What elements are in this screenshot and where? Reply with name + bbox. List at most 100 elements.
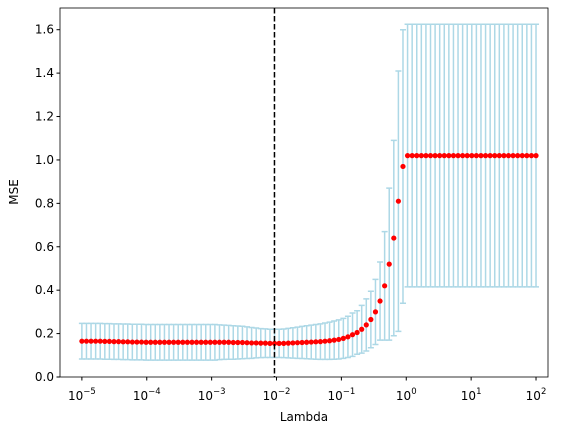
y-tick-label: 1.0 [35, 153, 54, 167]
point [106, 338, 113, 345]
x-tick-exponent: −4 [148, 387, 161, 397]
point [193, 339, 200, 345]
point [455, 153, 461, 159]
point [189, 339, 195, 345]
point [423, 153, 429, 159]
x-tick-exponent: −1 [343, 387, 356, 397]
point [372, 309, 379, 315]
point [152, 339, 158, 345]
point [184, 339, 190, 345]
point [460, 153, 466, 159]
x-tick-label: 10−3 [198, 387, 226, 403]
x-tick-exponent: 0 [411, 387, 416, 397]
point [262, 340, 268, 346]
point [409, 153, 415, 159]
point [93, 338, 99, 344]
point [138, 339, 145, 345]
point [258, 340, 264, 346]
point [299, 339, 305, 346]
y-tick-label: 0.0 [35, 370, 54, 384]
point [336, 336, 342, 343]
y-tick-label: 0.4 [35, 283, 54, 297]
point [111, 339, 117, 345]
point [519, 153, 525, 159]
point [253, 340, 259, 346]
point [359, 326, 365, 332]
x-tick-label: 10−1 [327, 387, 355, 403]
point [340, 335, 346, 341]
point [404, 153, 411, 159]
point [79, 338, 85, 344]
x-tick-base: 10 [396, 389, 411, 403]
point [368, 316, 374, 323]
point [285, 340, 291, 346]
point [505, 153, 512, 159]
y-tick-label: 1.6 [35, 23, 54, 37]
point [171, 339, 177, 345]
plot-frame [59, 7, 549, 378]
point [363, 322, 369, 328]
point [221, 339, 227, 345]
point [207, 339, 213, 345]
point [528, 153, 535, 159]
point [382, 283, 388, 289]
x-tick-base: 10 [327, 389, 342, 403]
point [239, 339, 246, 346]
y-tick-label: 1.2 [35, 110, 54, 124]
point [216, 339, 223, 345]
point [464, 153, 470, 159]
y-tick-label: 0.2 [35, 327, 54, 341]
point [166, 339, 172, 345]
point [533, 153, 539, 159]
point [180, 339, 186, 345]
x-tick-exponent: −2 [278, 387, 291, 397]
point [148, 339, 154, 345]
point [212, 339, 218, 345]
point [125, 339, 131, 345]
point [230, 339, 236, 346]
point [143, 339, 149, 345]
point [349, 332, 356, 338]
point [354, 329, 360, 336]
y-axis-label: MSE [7, 179, 21, 205]
point [115, 339, 122, 345]
point [244, 340, 250, 346]
x-tick-label: 10−4 [133, 387, 161, 403]
point [102, 338, 108, 345]
point [203, 339, 209, 345]
point [496, 153, 502, 159]
x-tick-exponent: −5 [83, 387, 96, 397]
point [304, 339, 310, 345]
x-tick-base: 10 [68, 389, 83, 403]
point [313, 339, 319, 345]
point [418, 153, 424, 159]
point [482, 153, 489, 159]
point [276, 340, 282, 346]
y-tick-label: 0.8 [35, 196, 54, 210]
point [345, 334, 351, 340]
point [492, 153, 498, 159]
point [97, 338, 103, 344]
x-tick-label: 100 [396, 387, 417, 403]
point [469, 153, 475, 159]
point [83, 338, 90, 344]
point [437, 153, 443, 159]
point [294, 340, 301, 346]
point [134, 339, 140, 345]
point [249, 340, 255, 346]
x-tick-exponent: −3 [213, 387, 226, 397]
x-tick-label: 101 [461, 387, 482, 403]
x-tick-base: 10 [263, 389, 278, 403]
point [235, 339, 241, 346]
point [326, 338, 333, 344]
point [386, 261, 392, 267]
point [478, 153, 484, 159]
x-tick-label: 102 [526, 387, 547, 403]
point [281, 340, 287, 346]
x-tick-label: 10−2 [263, 387, 291, 403]
point [322, 338, 328, 344]
x-tick-base: 10 [526, 389, 541, 403]
point [432, 153, 438, 159]
